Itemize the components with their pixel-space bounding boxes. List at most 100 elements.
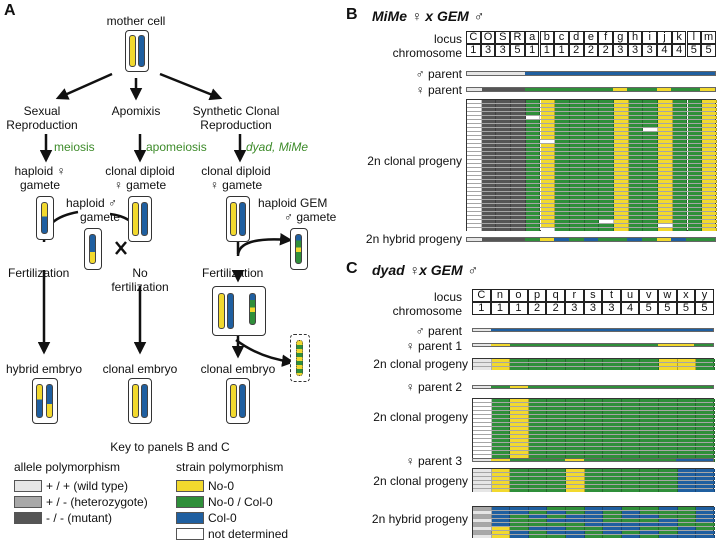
genotype-cell <box>547 507 566 510</box>
genotype-cell <box>491 473 511 476</box>
genotype-cell <box>511 168 526 171</box>
genotype-segment <box>528 459 547 461</box>
genotype-cell <box>621 399 641 402</box>
genotype-cell <box>614 196 629 199</box>
genotype-cell <box>510 435 529 438</box>
genotype-cell <box>481 228 497 231</box>
genotype-cell <box>599 184 614 187</box>
genotype-cell <box>672 204 688 207</box>
genotype-cell <box>540 228 556 231</box>
genotype-cell <box>584 212 600 215</box>
genotype-cell <box>525 124 541 127</box>
genotype-cell <box>614 200 629 203</box>
strain-key-label: No-0 / Col-0 <box>208 495 273 509</box>
genotype-segment <box>639 344 658 346</box>
genotype-cell <box>555 124 570 127</box>
genotype-cell <box>569 200 585 203</box>
genotype-cell <box>540 156 556 159</box>
genotype-cell <box>569 140 585 143</box>
genotype-cell <box>658 104 673 107</box>
genotype-cell <box>696 531 715 534</box>
genotype-cell <box>547 411 566 414</box>
genotype-cell <box>528 423 548 426</box>
genotype-cell <box>614 104 629 107</box>
genotype-cell <box>658 172 673 175</box>
genotype-cell <box>467 192 482 195</box>
genotype-cell <box>672 228 688 231</box>
panel-c-clonal1-label: 2n clonal progeny <box>373 357 468 371</box>
chromosome-cell: 3 <box>642 44 658 57</box>
genotype-cell <box>481 180 497 183</box>
genotype-cell <box>584 100 600 103</box>
genotype-segment <box>612 88 628 91</box>
genotype-cell <box>614 112 629 115</box>
locus-cell: q <box>546 289 565 302</box>
genotype-cell <box>511 156 526 159</box>
genotype-cell <box>566 481 585 484</box>
genotype-cell <box>614 100 629 103</box>
genotype-cell <box>584 427 604 430</box>
genotype-cell <box>672 200 688 203</box>
genotype-cell <box>702 184 717 187</box>
genotype-cell <box>628 144 644 147</box>
genotype-cell <box>643 228 659 231</box>
genotype-cell <box>566 363 585 366</box>
meiosis-label: meiosis <box>54 140 95 154</box>
genotype-cell <box>677 455 697 458</box>
genotype-cell <box>603 423 622 426</box>
fragmented-chromosome <box>296 340 303 376</box>
genotype-cell <box>696 523 715 526</box>
genotype-cell <box>540 180 556 183</box>
genotype-cell <box>496 184 512 187</box>
genotype-cell <box>640 427 659 430</box>
genotype-segment <box>467 238 482 241</box>
genotype-segment <box>546 329 566 331</box>
genotype-cell <box>687 200 703 203</box>
genotype-segment <box>510 88 526 91</box>
genotype-cell <box>658 140 673 143</box>
genotype-cell <box>677 451 697 454</box>
panel-c-chromosome-label: chromosome <box>392 304 462 318</box>
genotype-cell <box>473 469 492 472</box>
genotype-cell <box>621 527 641 530</box>
genotype-cell <box>687 100 703 103</box>
hybrid-embryo-cell <box>32 378 58 424</box>
genotype-cell <box>528 407 548 410</box>
male-parent-bar <box>472 328 714 332</box>
genotype-cell <box>696 455 715 458</box>
genotype-cell <box>528 431 548 434</box>
synthetic-clonal-label-1: Synthetic Clonal <box>192 104 280 118</box>
genotype-cell <box>540 204 556 207</box>
genotype-segment <box>694 386 713 388</box>
genotype-cell <box>566 515 585 518</box>
genotype-cell <box>621 359 641 362</box>
genotype-cell <box>603 523 622 526</box>
genotype-cell <box>496 216 512 219</box>
genotype-cell <box>525 148 541 151</box>
genotype-cell <box>628 220 644 223</box>
genotype-cell <box>569 180 585 183</box>
genotype-cell <box>555 208 570 211</box>
genotype-cell <box>614 152 629 155</box>
genotype-cell <box>603 407 622 410</box>
genotype-cell <box>658 196 673 199</box>
genotype-cell <box>672 124 688 127</box>
genotype-cell <box>614 136 629 139</box>
genotype-segment <box>569 72 584 75</box>
genotype-cell <box>569 196 585 199</box>
genotype-cell <box>540 224 556 227</box>
genotype-cell <box>659 535 678 538</box>
genotype-cell <box>621 407 641 410</box>
genotype-cell <box>481 144 497 147</box>
genotype-cell <box>525 224 541 227</box>
genotype-cell <box>672 164 688 167</box>
genotype-segment <box>509 386 529 388</box>
genotype-cell <box>584 108 600 111</box>
genotype-segment <box>525 238 540 241</box>
genotype-cell <box>481 196 497 199</box>
genotype-cell <box>540 116 556 119</box>
genotype-cell <box>510 419 529 422</box>
genotype-cell <box>566 443 585 446</box>
genotype-cell <box>525 220 541 223</box>
genotype-cell <box>658 164 673 167</box>
